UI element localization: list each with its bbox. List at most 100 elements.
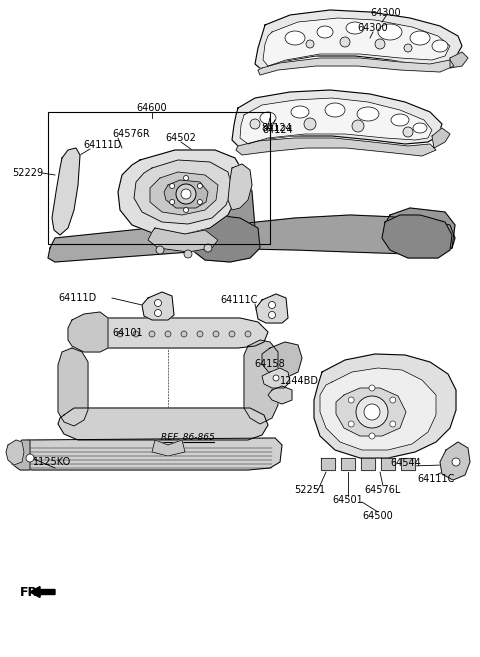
Circle shape (229, 331, 235, 337)
Polygon shape (232, 90, 442, 148)
Text: 64300: 64300 (358, 23, 388, 33)
Polygon shape (68, 312, 108, 352)
Bar (48, 112, 270, 244)
Circle shape (369, 385, 375, 391)
Text: 1244BD: 1244BD (280, 376, 319, 386)
Polygon shape (381, 458, 395, 470)
Circle shape (356, 396, 388, 428)
Ellipse shape (285, 31, 305, 45)
Polygon shape (450, 52, 468, 68)
Circle shape (403, 127, 413, 137)
Text: 64101: 64101 (113, 328, 144, 338)
Circle shape (306, 40, 314, 48)
Text: 64600: 64600 (137, 103, 168, 113)
Circle shape (197, 183, 203, 189)
Text: 84124: 84124 (261, 123, 292, 133)
Polygon shape (142, 292, 174, 320)
Circle shape (390, 397, 396, 403)
Circle shape (268, 302, 276, 309)
Ellipse shape (346, 22, 364, 34)
Text: 64501: 64501 (333, 495, 363, 505)
Polygon shape (152, 440, 185, 456)
Text: 1125KO: 1125KO (33, 457, 71, 467)
Polygon shape (314, 354, 456, 458)
Text: 64111D: 64111D (83, 140, 121, 150)
Text: 64111C: 64111C (221, 295, 258, 305)
Polygon shape (320, 368, 436, 450)
Circle shape (369, 433, 375, 439)
Polygon shape (48, 225, 200, 262)
Circle shape (245, 331, 251, 337)
Text: 64500: 64500 (362, 511, 394, 521)
Polygon shape (256, 294, 288, 323)
Polygon shape (52, 148, 80, 235)
Circle shape (273, 375, 279, 381)
Polygon shape (244, 340, 278, 424)
Ellipse shape (378, 24, 402, 40)
Text: 64544: 64544 (391, 458, 421, 468)
Circle shape (155, 300, 161, 307)
Text: 64300: 64300 (371, 8, 401, 18)
Ellipse shape (317, 26, 333, 38)
Polygon shape (262, 368, 290, 388)
Text: 84124: 84124 (262, 125, 293, 135)
Text: 52251: 52251 (294, 485, 325, 495)
Polygon shape (341, 458, 355, 470)
Circle shape (165, 331, 171, 337)
Polygon shape (255, 10, 462, 70)
Text: FR.: FR. (20, 585, 43, 599)
Circle shape (304, 118, 316, 130)
Polygon shape (58, 408, 268, 440)
FancyArrow shape (30, 587, 55, 597)
Circle shape (176, 184, 196, 204)
Polygon shape (336, 388, 406, 436)
Ellipse shape (325, 103, 345, 117)
Circle shape (155, 309, 161, 317)
Ellipse shape (357, 107, 379, 121)
Circle shape (197, 331, 203, 337)
Polygon shape (148, 228, 218, 252)
Polygon shape (12, 440, 30, 470)
Text: 52229: 52229 (12, 168, 44, 178)
Polygon shape (263, 18, 450, 66)
Polygon shape (401, 458, 415, 470)
Polygon shape (200, 215, 455, 255)
Circle shape (184, 250, 192, 258)
Text: 64111C: 64111C (417, 474, 455, 484)
Circle shape (117, 331, 123, 337)
Circle shape (213, 331, 219, 337)
Ellipse shape (432, 40, 448, 52)
Polygon shape (118, 150, 242, 235)
Polygon shape (321, 458, 335, 470)
Polygon shape (215, 168, 255, 230)
Polygon shape (258, 58, 454, 75)
Polygon shape (14, 438, 282, 470)
Ellipse shape (291, 106, 309, 118)
Text: 64576R: 64576R (112, 129, 150, 139)
Circle shape (452, 458, 460, 466)
Circle shape (197, 200, 203, 204)
Circle shape (133, 331, 139, 337)
Polygon shape (190, 215, 260, 262)
Circle shape (26, 454, 34, 462)
Polygon shape (440, 442, 470, 480)
Circle shape (169, 200, 175, 204)
Circle shape (352, 120, 364, 132)
Polygon shape (432, 128, 450, 148)
Circle shape (364, 404, 380, 420)
Polygon shape (236, 138, 436, 156)
Circle shape (250, 119, 260, 129)
Polygon shape (134, 160, 232, 224)
Circle shape (169, 183, 175, 189)
Polygon shape (382, 215, 452, 258)
Text: 64576L: 64576L (365, 485, 401, 495)
Circle shape (348, 397, 354, 403)
Circle shape (85, 331, 91, 337)
Polygon shape (262, 342, 302, 378)
Text: 64111D: 64111D (59, 293, 97, 303)
Text: REF. 86-865: REF. 86-865 (161, 434, 215, 443)
Ellipse shape (410, 31, 430, 45)
Circle shape (340, 37, 350, 47)
Polygon shape (268, 386, 292, 404)
Circle shape (390, 421, 396, 427)
